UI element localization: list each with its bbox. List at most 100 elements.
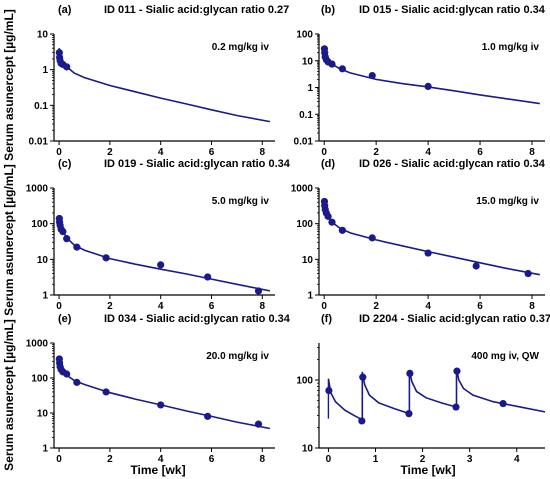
x-tick-label: 8 [260, 454, 266, 465]
y-tick-label: 100 [31, 374, 48, 385]
panel-title: ID 015 - Sialic acid:glycan ratio 0.34 [359, 4, 546, 16]
data-point [157, 401, 165, 409]
y-tick-label: 100 [31, 219, 48, 230]
data-point [204, 273, 212, 281]
x-tick-label: 4 [158, 147, 164, 158]
panel-title: ID 2204 - Sialic acid:glycan ratio 0.37 [359, 313, 550, 325]
chart-panel-1: (a) ID 011 - Sialic acid:glycan ratio 0.2… [29, 4, 290, 158]
y-tick-label: 1 [307, 291, 313, 302]
panel-letter: (e) [58, 313, 72, 325]
y-tick-label: 100 [296, 375, 313, 386]
model-fit-line [323, 200, 540, 276]
y-tick-label: 1 [42, 444, 48, 455]
x-tick-label: 1 [373, 454, 379, 465]
panel-letter: (a) [58, 4, 72, 16]
y-tick-label: 10 [37, 255, 49, 266]
x-tick-label: 6 [209, 301, 215, 312]
x-tick-label: 6 [209, 454, 215, 465]
model-fit-line [323, 47, 540, 105]
x-tick-label: 8 [529, 147, 535, 158]
x-tick-label: 4 [158, 454, 164, 465]
x-tick-label: 0 [326, 454, 332, 465]
y-tick-label: 1000 [291, 184, 314, 195]
y-tick-label: 10 [302, 56, 314, 67]
y-tick-label: 10 [302, 255, 314, 266]
x-tick-label: 4 [514, 454, 520, 465]
x-tick-label: 2 [373, 301, 379, 312]
panel-title: ID 034 - Sialic acid:glycan ratio 0.34 [104, 313, 291, 325]
y-axis-label-bottom: Serum asunercept [µg/mL] [2, 319, 16, 471]
model-fit-line [58, 48, 271, 123]
panel-title: ID 019 - Sialic acid:glycan ratio 0.34 [104, 158, 291, 170]
y-tick-label: 10 [37, 30, 49, 41]
chart-panel-3: (c) ID 019 - Sialic acid:glycan ratio 0.3… [26, 158, 291, 312]
data-point [368, 234, 376, 242]
x-tick-label: 8 [260, 301, 266, 312]
x-tick-label: 2 [420, 454, 426, 465]
y-tick-label: 1 [42, 65, 48, 76]
x-tick-label: 4 [158, 301, 164, 312]
chart-panel-6: (f) ID 2204 - Sialic acid:glycan ratio 0.… [296, 313, 550, 465]
x-tick-label: 2 [107, 301, 113, 312]
data-point [102, 388, 110, 396]
panel-title: ID 011 - Sialic acid:glycan ratio 0.27 [104, 4, 289, 16]
y-tick-label: 0.1 [34, 101, 48, 112]
data-point [73, 378, 81, 386]
x-tick-label: 3 [467, 454, 473, 465]
data-point [359, 373, 367, 381]
dose-annotation: 20.0 mg/kg iv [206, 351, 269, 362]
panel-title: ID 026 - Sialic acid:glycan ratio 0.34 [359, 158, 546, 170]
data-point [157, 261, 165, 269]
data-point [358, 417, 366, 425]
data-point [524, 269, 532, 278]
data-point [368, 71, 376, 80]
model-fit-line [58, 357, 271, 430]
y-tick-label: 1000 [26, 184, 49, 195]
data-point [472, 262, 480, 270]
x-tick-label: 0 [56, 454, 62, 465]
data-point [405, 410, 413, 418]
data-point [324, 212, 332, 220]
data-point [63, 63, 71, 71]
x-tick-label: 6 [477, 301, 483, 312]
chart-panel-2: (b) ID 015 - Sialic acid:glycan ratio 0.3… [294, 4, 546, 158]
x-tick-label: 6 [209, 147, 215, 158]
data-point [59, 227, 67, 236]
data-point [338, 226, 346, 234]
y-tick-label: 0.1 [299, 110, 313, 121]
data-point [204, 412, 212, 420]
panel-letter: (b) [321, 4, 335, 16]
x-tick-label: 2 [107, 454, 113, 465]
x-axis-label-left: Time [wk] [130, 463, 185, 477]
data-point [325, 386, 333, 395]
data-point [406, 369, 414, 378]
panel-letter: (c) [58, 158, 72, 170]
y-axis-label-middle: Serum asunercept [µg/mL] [2, 164, 16, 316]
data-point [254, 420, 263, 428]
model-fit-line [58, 217, 271, 292]
y-tick-label: 1000 [26, 339, 49, 350]
x-tick-label: 0 [321, 301, 327, 312]
x-tick-label: 0 [321, 147, 327, 158]
x-tick-label: 8 [529, 301, 535, 312]
data-point [63, 370, 71, 378]
x-tick-label: 4 [425, 301, 431, 312]
y-tick-label: 10 [37, 409, 49, 420]
data-point [452, 403, 460, 411]
data-point [73, 243, 81, 251]
data-point [499, 399, 507, 408]
data-point [424, 82, 432, 90]
x-tick-label: 0 [56, 147, 62, 158]
x-axis-label-right: Time [wk] [400, 463, 455, 477]
y-tick-label: 1 [307, 83, 313, 94]
panels-group: (a) ID 011 - Sialic acid:glycan ratio 0.2… [26, 4, 550, 465]
y-tick-label: 100 [296, 219, 313, 230]
dose-annotation: 5.0 mg/kg iv [212, 196, 270, 207]
data-point [63, 235, 71, 243]
y-tick-label: 0.01 [294, 137, 314, 148]
x-tick-label: 2 [107, 147, 113, 158]
chart-panel-4: (d) ID 026 - Sialic acid:glycan ratio 0.3… [291, 158, 546, 312]
x-tick-label: 8 [260, 147, 266, 158]
data-point [328, 218, 336, 226]
